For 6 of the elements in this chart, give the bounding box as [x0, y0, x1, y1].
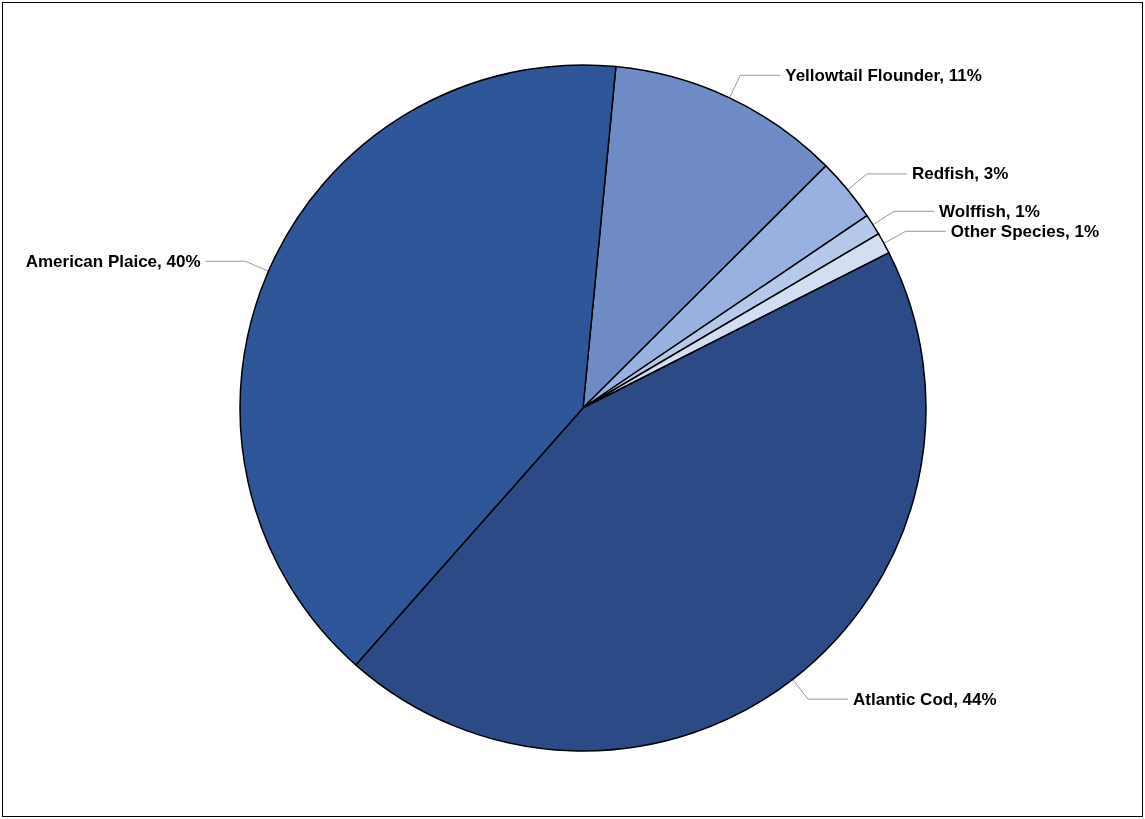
slice-label: Yellowtail Flounder, 11% — [785, 65, 982, 85]
slice-label: Other Species, 1% — [950, 221, 1100, 241]
slice-label: Wolffish, 1% — [939, 201, 1040, 221]
slice-label: American Plaice, 40% — [25, 251, 201, 271]
slice-label: Redfish, 3% — [911, 164, 1009, 184]
slice-label: Atlantic Cod, 44% — [853, 689, 997, 709]
